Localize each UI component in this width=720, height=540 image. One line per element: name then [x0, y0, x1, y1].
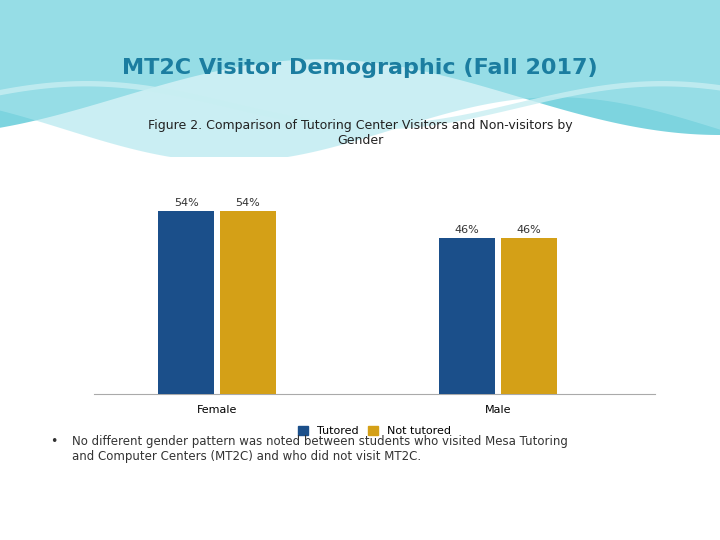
Text: No different gender pattern was noted between students who visited Mesa Tutoring: No different gender pattern was noted be… [72, 435, 568, 463]
Text: 46%: 46% [516, 225, 541, 235]
Bar [158, 211, 215, 394]
Text: MT2C Visitor Demographic (Fall 2017): MT2C Visitor Demographic (Fall 2017) [122, 57, 598, 78]
Bar [501, 238, 557, 394]
Polygon shape [0, 0, 720, 135]
Text: Figure 2. Comparison of Tutoring Center Visitors and Non-visitors by
Gender: Figure 2. Comparison of Tutoring Center … [148, 119, 572, 147]
Text: •: • [50, 435, 58, 448]
Text: 54%: 54% [174, 198, 199, 207]
Legend: Tutored, Not tutored: Tutored, Not tutored [294, 422, 455, 441]
Text: 54%: 54% [235, 198, 261, 207]
Text: 46%: 46% [455, 225, 480, 235]
Bar [439, 238, 495, 394]
Polygon shape [0, 0, 720, 162]
Bar [220, 211, 276, 394]
Polygon shape [0, 81, 720, 130]
